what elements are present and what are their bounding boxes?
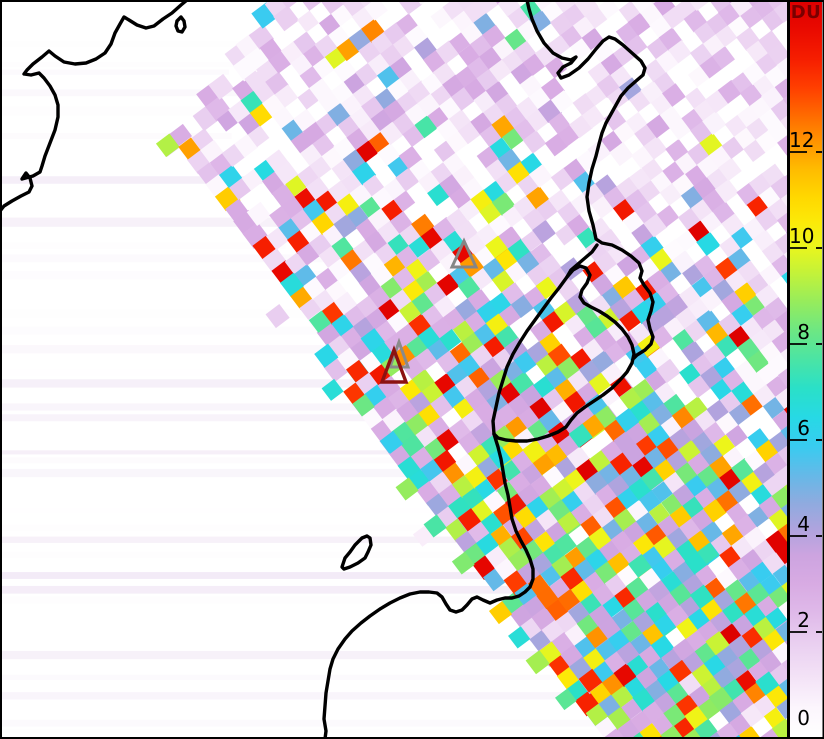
colorbar-tick-label: 6 [797,416,810,440]
colorbar-gradient [790,2,822,737]
coast-northwest [2,2,188,212]
colorbar-tick-label: 0 [797,706,810,730]
volcano-markers [379,237,479,384]
colorbar [790,2,822,737]
volcano-marker-south-red [379,345,409,384]
colorbar-tick-label: 8 [797,320,810,344]
colorbar-tick-label: 2 [797,608,810,632]
coast-north-east [525,2,655,360]
island-south [340,534,373,571]
background-stripes [2,69,667,727]
volcano-marker-north [449,237,479,269]
coastlines [2,2,655,737]
colorbar-tick-label: 12 [789,128,815,152]
colorbar-tick-label: 10 [789,224,815,248]
bay-shore [492,264,636,443]
colorbar-unit-label: DU [790,2,822,23]
colorbar-tick-label: 4 [797,512,810,536]
data-swath [155,2,787,737]
island-northwest [174,15,187,34]
coast-west-south [322,243,599,737]
